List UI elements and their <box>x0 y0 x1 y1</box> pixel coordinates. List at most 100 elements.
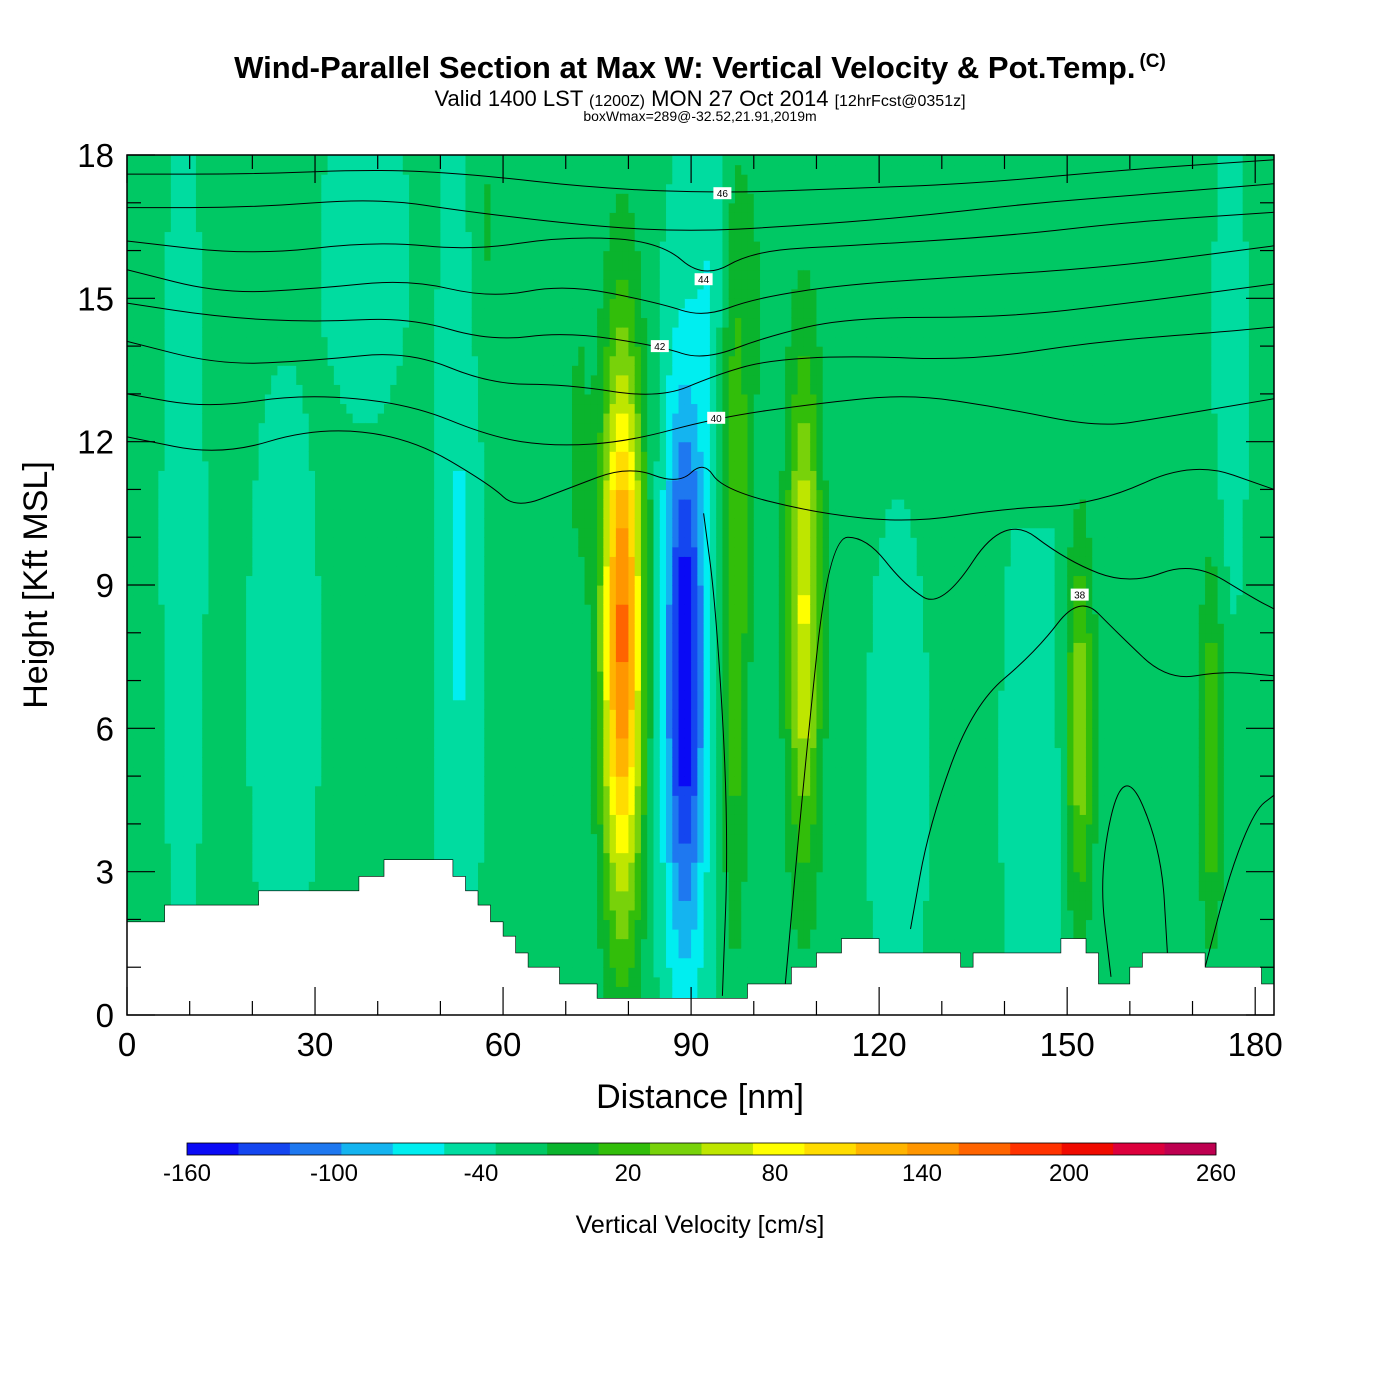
heatmap-cell <box>340 241 347 252</box>
heatmap-cell <box>415 651 423 663</box>
heatmap-cell <box>258 632 266 643</box>
heatmap-cell <box>208 365 216 376</box>
heatmap-cell <box>446 699 454 710</box>
heatmap-cell <box>321 164 329 175</box>
heatmap-cell <box>415 451 423 462</box>
heatmap-cell <box>459 183 467 194</box>
heatmap-cell <box>421 508 429 519</box>
heatmap-cell <box>427 365 435 376</box>
heatmap-cell <box>446 565 454 577</box>
heatmap-cell <box>396 823 404 835</box>
heatmap-cell <box>346 250 354 261</box>
heatmap-cell <box>327 470 335 481</box>
heatmap-cell <box>333 757 341 768</box>
heatmap-cell <box>177 508 185 519</box>
heatmap-cell <box>296 403 304 414</box>
heatmap-cell <box>377 632 385 643</box>
heatmap-cell <box>233 355 241 366</box>
heatmap-cell <box>402 174 410 185</box>
heatmap-cell <box>390 565 398 577</box>
heatmap-cell <box>195 823 203 835</box>
heatmap-cell <box>233 737 241 749</box>
heatmap-cell <box>427 441 435 452</box>
heatmap-cell <box>177 661 185 672</box>
heatmap-cell <box>221 508 228 519</box>
heatmap-cell <box>371 680 379 691</box>
heatmap-cell <box>258 508 266 519</box>
heatmap-cell <box>264 489 272 500</box>
heatmap-cell <box>321 623 329 634</box>
heatmap-cell <box>346 766 354 777</box>
heatmap-cell <box>164 890 172 901</box>
heatmap-cell <box>358 585 366 596</box>
heatmap-cell <box>371 346 379 357</box>
heatmap-cell <box>127 546 134 557</box>
heatmap-cell <box>246 585 253 596</box>
heatmap-cell <box>277 604 285 615</box>
heatmap-cell <box>258 346 266 357</box>
heatmap-cell <box>221 814 228 825</box>
heatmap-cell <box>158 346 166 357</box>
heatmap-cell <box>434 403 441 414</box>
heatmap-cell <box>434 260 441 271</box>
heatmap-cell <box>377 613 385 624</box>
heatmap-cell <box>340 565 347 577</box>
heatmap-cell <box>302 298 310 309</box>
heatmap-cell <box>183 422 191 433</box>
heatmap-cell <box>264 747 272 758</box>
heatmap-cell <box>415 499 423 510</box>
heatmap-cell <box>164 585 172 596</box>
heatmap-cell <box>440 814 448 825</box>
heatmap-cell <box>321 871 329 882</box>
heatmap-cell <box>352 881 360 892</box>
heatmap-cell <box>296 671 304 682</box>
heatmap-cell <box>358 327 366 338</box>
heatmap-cell <box>346 565 354 577</box>
heatmap-cell <box>264 671 272 682</box>
heatmap-cell <box>221 565 228 577</box>
heatmap-cell <box>233 642 241 653</box>
heatmap-cell <box>421 776 429 787</box>
heatmap-cell <box>152 260 159 271</box>
heatmap-cell <box>177 575 185 586</box>
heatmap-cell <box>214 365 222 376</box>
heatmap-cell <box>208 776 216 787</box>
heatmap-cell <box>371 499 379 510</box>
heatmap-cell <box>258 814 266 825</box>
heatmap-cell <box>214 881 222 892</box>
heatmap-cell <box>308 365 316 376</box>
heatmap-cell <box>346 164 354 175</box>
heatmap-cell <box>396 221 404 233</box>
heatmap-cell <box>402 556 410 567</box>
heatmap-cell <box>202 604 210 615</box>
heatmap-cell <box>434 737 441 749</box>
heatmap-cell <box>127 250 134 261</box>
heatmap-cell <box>371 613 379 624</box>
heatmap-cell <box>239 862 247 873</box>
heatmap-cell <box>340 384 347 395</box>
heatmap-cell <box>302 155 310 166</box>
heatmap-cell <box>315 250 322 261</box>
heatmap-cell <box>127 814 134 825</box>
heatmap-cell <box>189 795 197 806</box>
heatmap-cell <box>183 269 191 280</box>
heatmap-cell <box>402 346 410 357</box>
heatmap-cell <box>409 460 416 471</box>
heatmap-cell <box>390 479 398 491</box>
heatmap-cell <box>264 422 272 433</box>
heatmap-cell <box>164 279 172 290</box>
heatmap-cell <box>377 183 385 194</box>
heatmap-cell <box>452 766 460 777</box>
heatmap-cell <box>440 757 448 768</box>
heatmap-cell <box>227 575 235 586</box>
heatmap-cell <box>421 546 429 557</box>
heatmap-cell <box>383 193 391 204</box>
heatmap-cell <box>227 833 235 844</box>
heatmap-cell <box>321 174 329 185</box>
heatmap-cell <box>264 546 272 557</box>
heatmap-cell <box>202 795 210 806</box>
heatmap-cell <box>390 260 398 271</box>
heatmap-cell <box>327 718 335 729</box>
heatmap-cell <box>189 613 197 624</box>
heatmap-cell <box>333 785 341 796</box>
